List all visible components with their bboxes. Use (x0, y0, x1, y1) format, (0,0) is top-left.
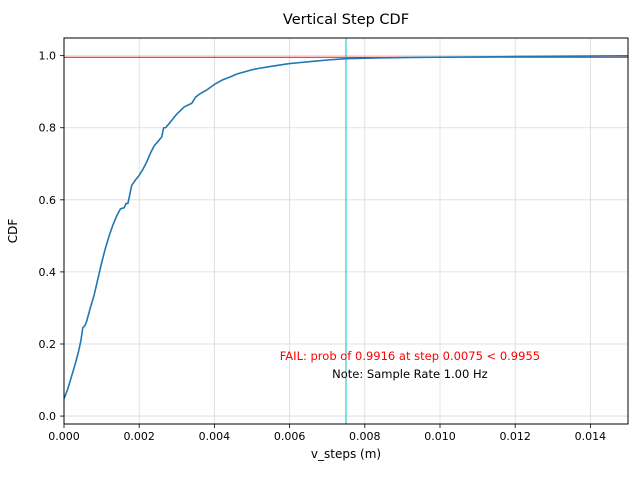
x-tick-label: 0.012 (499, 430, 531, 443)
line-layer (63, 38, 629, 424)
y-tick-label: 0.6 (39, 194, 57, 207)
annotation-layer: FAIL: prob of 0.9916 at step 0.0075 < 0.… (280, 349, 540, 381)
plot-border (63, 37, 629, 425)
y-tick-label: 1.0 (39, 50, 57, 63)
chart-title: Vertical Step CDF (283, 12, 409, 28)
y-tick-label: 0.0 (39, 410, 57, 423)
x-tick-label: 0.002 (123, 430, 155, 443)
y-tick-label: 0.2 (39, 338, 57, 351)
y-tick-label: 0.8 (39, 122, 57, 135)
cdf-line (63, 54, 629, 400)
x-tick-label: 0.006 (274, 430, 306, 443)
x-tick-label: 0.014 (575, 430, 607, 443)
x-tick-label: 0.000 (48, 430, 80, 443)
note-annotation: Note: Sample Rate 1.00 Hz (332, 367, 488, 381)
y-tick-label: 0.4 (39, 266, 57, 279)
x-tick-label: 0.010 (424, 430, 456, 443)
axes-layer: 0.000 0.002 0.004 0.006 0.008 0.010 0.012 0.014… (39, 37, 629, 443)
x-axis-label: v_steps (m) (311, 447, 381, 461)
y-axis-label: CDF (6, 219, 20, 244)
fail-annotation: FAIL: prob of 0.9916 at step 0.0075 < 0.… (280, 349, 540, 363)
x-tick-label: 0.004 (199, 430, 231, 443)
x-tick-label: 0.008 (349, 430, 381, 443)
